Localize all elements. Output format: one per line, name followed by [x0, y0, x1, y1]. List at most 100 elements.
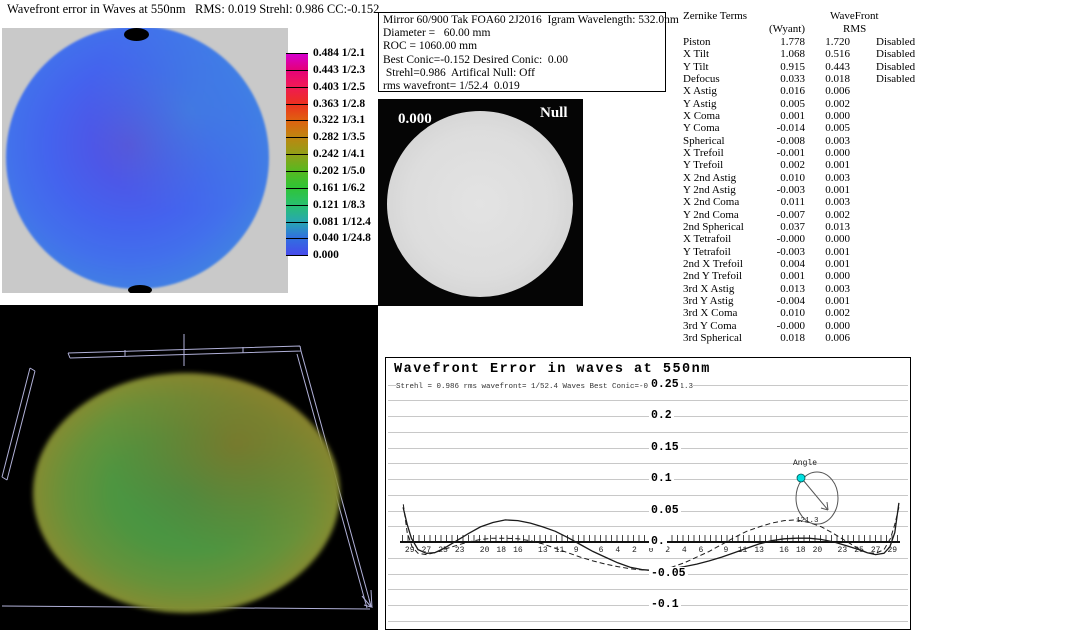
- angle-dial-label: Angle: [793, 459, 818, 468]
- zernike-wyant-value: 0.018: [780, 331, 805, 344]
- obstruction-marker-bottom: [128, 285, 152, 293]
- zernike-term: 2nd X Trefoil: [683, 257, 743, 270]
- zernike-term: Piston: [683, 36, 711, 48]
- chart-x-label: 23: [837, 546, 848, 555]
- chart-x-label: 20: [479, 546, 490, 555]
- zernike-wyant-value: -0.003: [776, 183, 805, 196]
- chart-y-label: -0.05: [649, 566, 688, 580]
- zernike-wyant-value: -0.000: [776, 319, 805, 332]
- zernike-rms-value: 0.000: [825, 319, 850, 332]
- profile-chart-panel: Wavefront Error in waves at 550nm Strehl…: [385, 357, 911, 630]
- angle-dial[interactable]: [795, 471, 839, 525]
- igram-value-label: 0.000: [398, 111, 432, 127]
- chart-x-label: 25: [854, 546, 864, 555]
- zernike-term: Y Tilt: [683, 60, 709, 73]
- colorbar-label: 0.484 1/2.1: [313, 47, 366, 59]
- colorbar-tick: [286, 255, 308, 257]
- info-line: Strehl=0.986 Artifical Null: Off: [383, 66, 535, 79]
- zernike-wyant-value: 0.915: [780, 60, 805, 73]
- angle-dial-value: 121.3: [796, 517, 819, 525]
- zernike-col-wyant: (Wyant): [769, 23, 805, 35]
- zernike-term: Y Trefoil: [683, 159, 724, 172]
- zernike-wyant-value: -0.000: [776, 233, 805, 246]
- zernike-status: Disabled: [876, 48, 916, 61]
- colorbar-label: 0.242 1/4.1: [313, 148, 366, 161]
- colorbar-label: 0.081 1/12.4: [313, 215, 371, 228]
- zernike-term: Y Tetrafoil: [683, 245, 731, 258]
- zernike-rms-value: 0.003: [825, 196, 850, 209]
- chart-gridline: [388, 463, 908, 465]
- surface-3d-panel: [0, 305, 378, 630]
- colorbar-label: 0.121 1/8.3: [313, 198, 366, 211]
- chart-x-label: 27: [870, 546, 881, 555]
- zernike-term: X Coma: [683, 109, 720, 122]
- zernike-rms-value: 0.001: [825, 159, 850, 172]
- zernike-rms-value: 1.720: [825, 36, 850, 48]
- zernike-wyant-value: -0.001: [776, 146, 805, 159]
- zernike-rms-value: 0.002: [825, 208, 850, 221]
- zernike-term: X Trefoil: [683, 146, 724, 159]
- colorbar-label: 0.322 1/3.1: [313, 114, 366, 127]
- zernike-rms-value: 0.003: [825, 282, 850, 295]
- chart-x-label: 29: [887, 546, 898, 555]
- chart-x-label: 9: [573, 546, 579, 555]
- info-line: ROC = 1060.00 mm: [383, 40, 478, 53]
- zernike-term: X Tilt: [683, 48, 709, 61]
- chart-y-label: 0.15: [649, 440, 681, 454]
- obstruction-marker-top: [124, 28, 149, 41]
- zernike-term: Spherical: [683, 134, 725, 147]
- colorbar-tick: [286, 103, 308, 105]
- zernike-wyant-value: 0.010: [780, 171, 805, 184]
- zernike-wyant-value: 1.068: [780, 48, 805, 61]
- angle-dial-handle[interactable]: [796, 473, 806, 483]
- zernike-rms-value: 0.002: [825, 307, 850, 320]
- zernike-term: Y Coma: [683, 122, 720, 135]
- zernike-term: X 2nd Astig: [683, 171, 737, 184]
- zernike-wyant-value: 1.778: [780, 36, 805, 48]
- chart-y-label: 0.2: [649, 409, 674, 422]
- chart-x-label: 20: [812, 546, 823, 555]
- chart-x-label: 29: [404, 546, 415, 555]
- igram-disk: [387, 111, 573, 297]
- info-line: Mirror 60/900 Tak FOA60 2J2016 Igram Wav…: [383, 14, 679, 26]
- chart-x-label: 4: [615, 546, 621, 555]
- chart-x-label: 18: [496, 546, 507, 555]
- chart-y-label: 0.1: [649, 472, 674, 485]
- zernike-term: Y Astig: [683, 97, 717, 110]
- colorbar-label: 0.443 1/2.3: [313, 63, 366, 76]
- zernike-rms-value: 0.003: [825, 171, 850, 184]
- chart-subtitle: Strehl = 0.986 rms wavefront= 1/52.4 Wav…: [396, 383, 694, 391]
- info-line: Best Conic=-0.152 Desired Conic: 0.00: [383, 53, 569, 66]
- chart-x-label: 11: [737, 546, 748, 555]
- chart-gridline: [388, 479, 908, 480]
- chart-gridline: [388, 573, 908, 575]
- chart-x-label: 6: [698, 546, 704, 555]
- chart-y-label: 0.05: [649, 503, 681, 517]
- chart-x-label: 0: [648, 546, 654, 555]
- zernike-term: Y 2nd Coma: [683, 208, 739, 221]
- zernike-rms-value: 0.018: [825, 72, 850, 85]
- zernike-wyant-value: 0.037: [780, 220, 805, 233]
- colorbar-label: 0.161 1/6.2: [313, 181, 366, 194]
- zernike-rms-value: 0.000: [825, 270, 850, 283]
- chart-x-label: 2: [665, 546, 671, 555]
- zernike-rms-value: 0.000: [825, 109, 850, 122]
- zernike-wyant-value: -0.014: [776, 122, 805, 135]
- igram-null-label: Null: [540, 105, 568, 121]
- zernike-rms-value: 0.001: [825, 245, 850, 258]
- chart-gridline: [388, 526, 908, 528]
- chart-gridline: [388, 431, 908, 433]
- zernike-wyant-value: -0.003: [776, 245, 805, 258]
- zernike-term: 3rd X Coma: [683, 307, 738, 320]
- chart-y-label: 0.: [649, 535, 667, 548]
- colorbar-tick: [286, 53, 308, 54]
- zernike-wyant-value: -0.007: [776, 208, 805, 221]
- zernike-rms-value: 0.013: [825, 220, 850, 233]
- zernike-term: 3rd Y Astig: [683, 294, 734, 307]
- zernike-status: Disabled: [876, 72, 916, 85]
- chart-y-label: 0.25: [649, 377, 681, 391]
- chart-gridline: [388, 416, 908, 417]
- chart-gridline: [388, 447, 908, 449]
- colorbar-tick: [286, 137, 308, 139]
